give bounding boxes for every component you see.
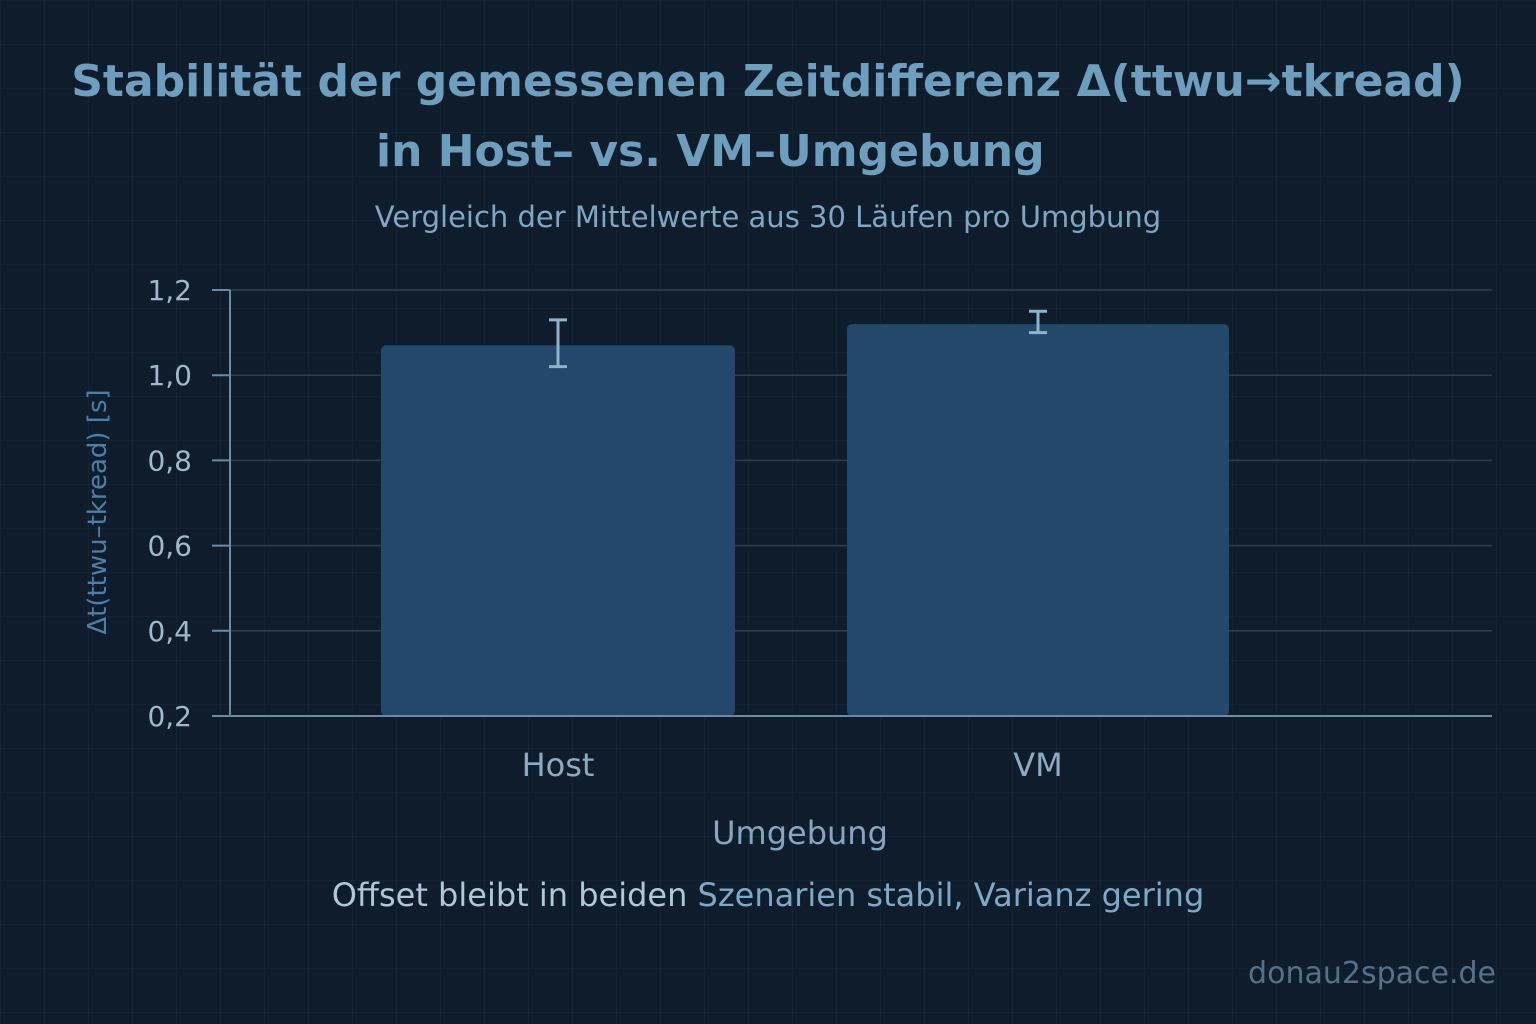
y-tick-label: 0,8 (147, 444, 192, 477)
bars (381, 324, 1229, 716)
y-tick-label: 0,2 (147, 700, 192, 733)
x-tick-label-vm: VM (1013, 746, 1063, 784)
y-tick-label: 0,6 (147, 530, 192, 563)
y-tick-labels: 0,2 0,4 0,6 0,8 1,0 1,2 (147, 274, 192, 733)
chart-title-line2: in Host– vs. VM–Umgebung (376, 126, 1045, 177)
bar-host (381, 345, 735, 716)
y-tick-label: 1,0 (147, 359, 192, 392)
x-tick-labels: Host VM (522, 746, 1063, 784)
x-tick-label-host: Host (522, 746, 595, 784)
error-bars (549, 309, 1047, 369)
footnote-part2: Szenarien stabil, Varianz gering (697, 876, 1205, 914)
y-tick-label: 1,2 (147, 274, 192, 307)
chart-subtitle: Vergleich der Mittelwerte aus 30 Läufen … (374, 200, 1162, 234)
chart-title-line1: Stabilität der gemessenen Zeitdifferenz … (71, 56, 1465, 107)
footnote: Offset bleibt in beiden Szenarien stabil… (0, 876, 1536, 914)
bar-vm (847, 324, 1229, 716)
footnote-part1: Offset bleibt in beiden (331, 876, 688, 914)
y-axis-title: Δt(ttwu–tkread) [s] (83, 389, 113, 634)
watermark: donau2space.de (1248, 956, 1496, 991)
x-axis-title: Umgebung (712, 814, 888, 852)
axes (212, 290, 1492, 717)
y-tick-label: 0,4 (147, 615, 192, 648)
